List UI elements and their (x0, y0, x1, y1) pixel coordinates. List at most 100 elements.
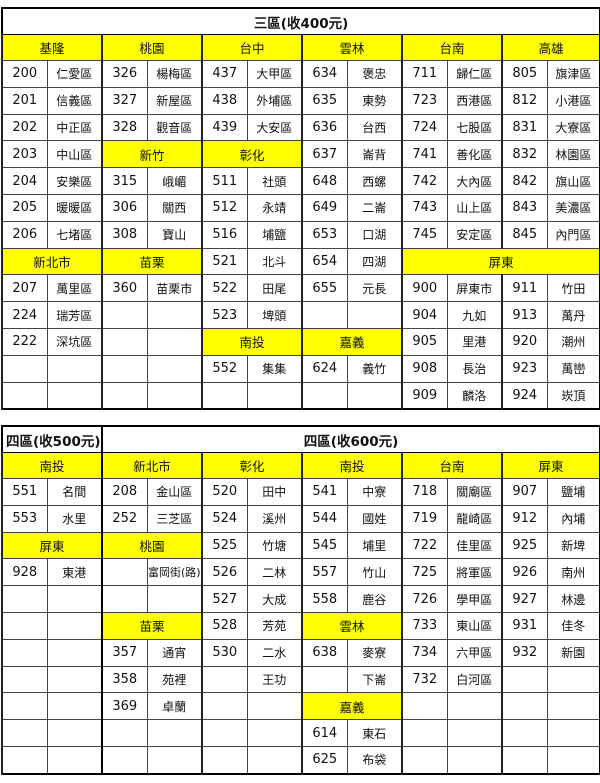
table-row: 369 卓蘭 嘉義 (1, 692, 600, 721)
postal-code (301, 301, 348, 329)
table-title-600: 四區(收600元) (101, 425, 600, 453)
postal-code (401, 745, 448, 775)
district-name: 九如 (446, 301, 503, 329)
postal-code (1, 381, 48, 410)
district-name: 北斗 (246, 247, 303, 276)
district-name: 七堵區 (46, 220, 103, 249)
postal-code: 926 (501, 558, 548, 587)
district-name (246, 719, 303, 747)
postal-code (501, 692, 548, 721)
postal-code: 911 (501, 274, 548, 303)
district-name (446, 692, 503, 721)
district-name (146, 327, 203, 356)
postal-code: 648 (301, 167, 348, 195)
district-name: 褒忠 (346, 60, 403, 88)
district-name: 西螺 (346, 167, 403, 195)
table-row: 552 集集 624 義竹 908 長治 923 萬巒 (1, 354, 600, 383)
district-name: 通宵 (146, 638, 203, 667)
table-row: 206 七堵區 308 寶山 516 埔鹽 653 口湖 745 安定區 845 內門區 (1, 220, 600, 249)
table-row: 224 瑞芳區 523 埤頭 904 九如 913 萬丹 (1, 301, 600, 329)
district-name: 二水 (246, 638, 303, 667)
postal-code: 634 (301, 60, 348, 88)
table-row: 614 東石 (1, 719, 600, 747)
postal-code: 202 (1, 113, 48, 142)
postal-code: 360 (101, 274, 148, 303)
district-name: 東港 (46, 558, 103, 587)
postal-code: 805 (501, 60, 548, 88)
region-header: 南投 (301, 452, 403, 479)
district-name (546, 745, 600, 775)
zone4-postal-table: 四區(收500元) 四區(收600元) 南投 新北市 彰化 南投 台南 屏東 551 名間 20… (1, 425, 600, 775)
postal-code: 523 (201, 301, 248, 329)
district-name: 屏東市 (446, 274, 503, 303)
postal-code: 358 (101, 665, 148, 694)
postal-code (101, 558, 148, 587)
district-name: 關廟區 (446, 478, 503, 506)
postal-code: 208 (101, 478, 148, 506)
table-row: 新北市 苗栗 521 北斗 654 四湖 屏東 (1, 247, 600, 276)
district-name: 溪州 (246, 504, 303, 533)
district-name: 萬巒 (546, 354, 600, 383)
postal-code: 516 (201, 220, 248, 249)
table-row: 苗栗 528 芳苑 雲林 733 東山區 931 佳冬 (1, 611, 600, 640)
postal-code (501, 665, 548, 694)
district-name (146, 354, 203, 383)
district-name: 崙背 (346, 140, 403, 169)
postal-code: 326 (101, 60, 148, 88)
district-name (146, 381, 203, 410)
district-name: 龍崎區 (446, 504, 503, 533)
postal-code: 722 (401, 531, 448, 560)
district-name (546, 692, 600, 721)
district-name: 埔里 (346, 531, 403, 560)
table-row: 625 布袋 (1, 745, 600, 775)
postal-code: 723 (401, 86, 448, 115)
district-name: 小港區 (546, 86, 600, 115)
district-name: 峨嵋 (146, 167, 203, 195)
postal-code: 654 (301, 247, 348, 276)
district-name: 學甲區 (446, 585, 503, 613)
district-name: 新埤 (546, 531, 600, 560)
district-name: 安定區 (446, 220, 503, 249)
district-name: 中山區 (46, 140, 103, 169)
district-name: 楊梅區 (146, 60, 203, 88)
district-name: 富岡街(路) (146, 558, 203, 587)
postal-code: 526 (201, 558, 248, 587)
district-name (246, 745, 303, 775)
region-header: 彰化 (201, 140, 303, 169)
district-name: 瑞芳區 (46, 301, 103, 329)
district-name: 中正區 (46, 113, 103, 142)
district-name (46, 745, 103, 775)
district-name: 集集 (246, 354, 303, 383)
postal-code: 653 (301, 220, 348, 249)
table-row: 222 深坑區 南投 嘉義 905 里港 920 潮州 (1, 327, 600, 356)
district-name: 東山區 (446, 611, 503, 640)
district-name: 大寮區 (546, 113, 600, 142)
region-header: 屏東 (1, 531, 103, 560)
postal-code: 649 (301, 193, 348, 222)
postal-code (1, 719, 48, 747)
postal-code: 552 (201, 354, 248, 383)
district-name: 安樂區 (46, 167, 103, 195)
postal-code: 905 (401, 327, 448, 356)
postal-code: 636 (301, 113, 348, 142)
postal-code: 525 (201, 531, 248, 560)
postal-code: 733 (401, 611, 448, 640)
postal-code (1, 354, 48, 383)
postal-code (201, 745, 248, 775)
postal-code: 327 (101, 86, 148, 115)
postal-code (101, 381, 148, 410)
postal-code: 842 (501, 167, 548, 195)
district-name: 東勢 (346, 86, 403, 115)
postal-code: 908 (401, 354, 448, 383)
postal-code: 224 (1, 301, 48, 329)
postal-code (201, 719, 248, 747)
postal-code: 928 (1, 558, 48, 587)
postal-code (1, 665, 48, 694)
region-header: 新竹 (101, 140, 203, 169)
postal-code: 927 (501, 585, 548, 613)
postal-code: 724 (401, 113, 448, 142)
district-name: 里港 (446, 327, 503, 356)
region-header: 新北市 (101, 452, 203, 479)
district-name: 林園區 (546, 140, 600, 169)
district-name: 佳冬 (546, 611, 600, 640)
